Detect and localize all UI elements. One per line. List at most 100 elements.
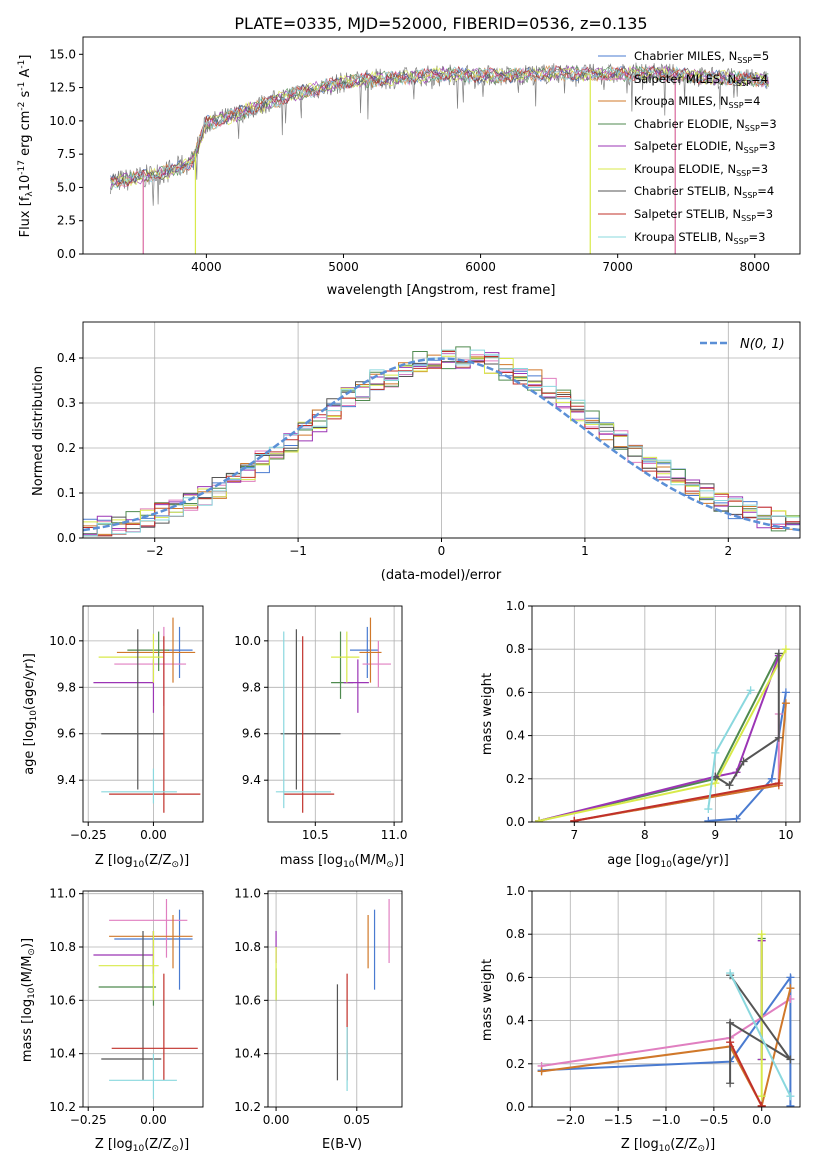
x-tick-label: 0.05 <box>343 1113 370 1127</box>
y-tick-label: 0.1 <box>57 486 76 500</box>
y-tick-label: 9.4 <box>242 773 261 787</box>
grid-lines <box>268 606 402 822</box>
x-tick-label: −0.25 <box>70 828 107 842</box>
spectrum-ylabel: Flux [fλ10-17 erg cm-2 s-1 A-1] <box>17 55 35 238</box>
y-tick-label: 1.0 <box>506 599 525 613</box>
tick-labels: 0.00 0.05 10.2 10.4 10.6 10.8 11.0 <box>234 887 370 1127</box>
grid-lines <box>532 890 800 1108</box>
weight-line-kroupa_elodie <box>538 648 787 822</box>
x-tick-label: 0 <box>438 544 446 558</box>
error-bar-point <box>101 629 164 790</box>
x-tick-label: 0.00 <box>140 828 167 842</box>
weight-marker <box>537 1067 546 1076</box>
age-vs-z-plot-area: −0.25 0.00 9.4 9.6 9.8 10.0 <box>49 605 204 842</box>
y-tick-label: 10.8 <box>234 940 261 954</box>
error-bar-point <box>331 631 360 683</box>
y-tick-label: 0.6 <box>506 970 525 984</box>
y-tick-label: 0.2 <box>506 1057 525 1071</box>
x-tick-label: 6000 <box>465 260 496 274</box>
mass-vs-z-xlabel: Z [log10(Z/Z⊙)] <box>95 1137 189 1154</box>
legend-entry: Salpeter STELIB, NSSP=3 <box>598 207 773 223</box>
error-bar-point <box>109 915 193 969</box>
weight-vs-z-ylabel: mass weight <box>480 959 495 1041</box>
y-tick-label: 12.5 <box>49 81 76 95</box>
model-spectrum-salpeter_elodie <box>110 65 769 190</box>
axes-frame <box>267 605 403 823</box>
weight-marker <box>774 649 783 658</box>
weight-marker <box>786 973 795 982</box>
weight-line-salpeter_elodie <box>538 655 780 822</box>
y-tick-label: 9.4 <box>57 773 76 787</box>
y-tick-label: 0.8 <box>506 927 525 941</box>
error-bar-point <box>111 973 198 1081</box>
weight-marker <box>746 686 755 695</box>
svg-text:Salpeter ELODIE, NSSP=3: Salpeter ELODIE, NSSP=3 <box>634 139 776 155</box>
x-tick-label: 10.5 <box>302 828 329 842</box>
normal-curve <box>83 357 800 532</box>
svg-text:Kroupa STELIB, NSSP=3: Kroupa STELIB, NSSP=3 <box>634 230 765 246</box>
error-bar-point <box>114 626 187 706</box>
svg-text:Kroupa MILES, NSSP=4: Kroupa MILES, NSSP=4 <box>634 94 760 110</box>
weight-marker <box>739 757 748 766</box>
y-tick-label: 0.4 <box>57 351 76 365</box>
y-tick-label: 11.0 <box>234 887 261 901</box>
grid-lines <box>268 891 402 1108</box>
data-layer <box>275 899 390 1091</box>
legend-entry: Kroupa STELIB, NSSP=3 <box>598 230 765 246</box>
y-tick-label: 0.0 <box>57 247 76 261</box>
weight-line-kroupa_stelib <box>729 972 792 1097</box>
axes-frame <box>531 605 801 823</box>
weight-marker <box>757 1092 766 1101</box>
legend-entry: Salpeter MILES, NSSP=4 <box>598 72 768 88</box>
legend-entry: Chabrier ELODIE, NSSP=3 <box>598 117 777 133</box>
mass-vs-z-panel: −0.25 0.00 10.2 10.4 10.6 10.8 11.0 Z [log10(Z… <box>20 887 204 1154</box>
legend-entry: Kroupa ELODIE, NSSP=3 <box>598 162 768 178</box>
normal-distribution-label: N(0, 1) <box>740 337 785 352</box>
weight-marker <box>725 781 734 790</box>
mass-vs-ebv-xlabel: E(B-V) <box>322 1137 362 1152</box>
spectrum-plot-area: 4000 5000 6000 7000 8000 0.0 2.5 5.0 7.5 10.0 12.5… <box>49 36 801 274</box>
data-layer <box>93 899 198 1099</box>
error-bar-point <box>283 636 335 813</box>
error-bar-point <box>109 636 201 813</box>
x-tick-label: 7000 <box>602 260 633 274</box>
weight-marker <box>704 805 713 814</box>
error-bar-point <box>98 931 157 1006</box>
weight-marker <box>786 1092 795 1101</box>
axes-frame <box>82 36 801 255</box>
weight-marker <box>786 984 795 993</box>
y-tick-label: 10.4 <box>234 1047 261 1061</box>
x-tick-label: 8 <box>641 828 649 842</box>
x-tick-label: 4000 <box>191 260 222 274</box>
svg-text:Kroupa ELODIE, NSSP=3: Kroupa ELODIE, NSSP=3 <box>634 162 768 178</box>
y-tick-label: 7.5 <box>57 147 76 161</box>
weight-marker <box>767 774 776 783</box>
y-tick-label: 0.4 <box>506 1014 525 1028</box>
y-tick-label: 9.8 <box>57 680 76 694</box>
spectrum-panel: 4000 5000 6000 7000 8000 0.0 2.5 5.0 7.5 10.0 12.5… <box>17 36 801 298</box>
error-bar-point <box>93 659 155 713</box>
y-tick-label: 0.3 <box>57 396 76 410</box>
weight-marker <box>535 816 544 822</box>
weight-marker <box>774 733 783 742</box>
weight-vs-age-panel: 7 8 9 10 0.0 0.2 0.4 0.6 0.8 1.0 age [log10(age/y… <box>480 599 801 870</box>
weight-vs-z-xlabel: Z [log10(Z/Z⊙)] <box>621 1137 715 1154</box>
x-tick-label: −1.0 <box>651 1113 680 1127</box>
error-bar-point <box>127 631 170 672</box>
grid-lines <box>83 606 203 822</box>
x-tick-label: 1 <box>581 544 589 558</box>
y-tick-label: 2.5 <box>57 214 76 228</box>
data-layer <box>83 346 800 537</box>
error-bar-point <box>359 617 382 683</box>
weight-line-salpeter_stelib <box>574 782 779 822</box>
svg-text:Chabrier ELODIE, NSSP=3: Chabrier ELODIE, NSSP=3 <box>634 117 777 133</box>
tick-labels: 10.5 11.0 9.4 9.6 9.8 10.0 <box>234 634 407 842</box>
data-layer <box>93 617 201 813</box>
error-bar-point <box>280 629 341 790</box>
svg-text:Salpeter MILES, NSSP=4: Salpeter MILES, NSSP=4 <box>634 72 768 88</box>
error-bar-point <box>109 899 188 958</box>
weight-marker <box>757 1101 766 1107</box>
legend-entry: Salpeter ELODIE, NSSP=3 <box>598 139 776 155</box>
error-bar-point <box>93 931 155 974</box>
